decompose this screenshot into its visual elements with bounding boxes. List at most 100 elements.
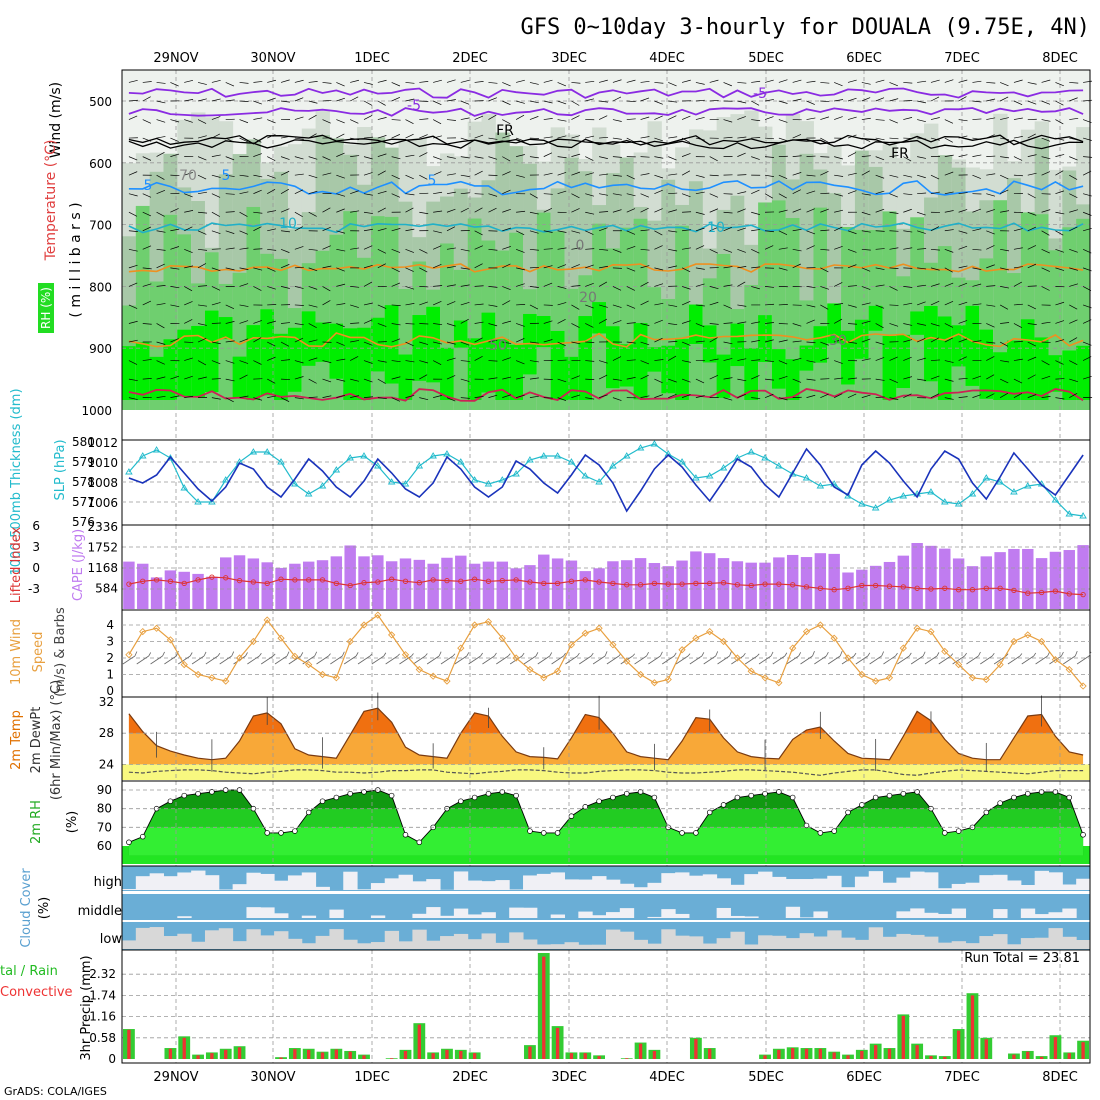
wind-barb — [1013, 323, 1023, 329]
wind-barb — [156, 248, 166, 251]
wind-barb — [267, 228, 277, 232]
thickness-marker — [526, 456, 534, 463]
precip-convective-bar — [279, 1057, 283, 1059]
thickness-marker — [650, 440, 659, 447]
cloud-low-bar — [592, 944, 607, 949]
temp-tick-label: 28 — [99, 726, 114, 740]
rh-bright-column — [453, 320, 469, 348]
wind-barb — [184, 193, 193, 198]
wind-barb — [640, 136, 650, 139]
wind-barb — [917, 174, 926, 179]
rh-bright-column — [122, 346, 137, 400]
wind-barb — [225, 267, 235, 271]
wind-barb — [280, 100, 291, 103]
wind-barb — [999, 174, 1009, 180]
wind10-tick-label: 4 — [106, 618, 114, 632]
ylabel-precip-convective: Convective — [0, 985, 73, 1000]
wind-barb — [917, 323, 927, 326]
wind-barb — [267, 378, 276, 384]
cloud-high-gap — [232, 884, 247, 890]
cloud-low-bar — [951, 941, 967, 949]
wind-barb — [695, 82, 705, 85]
wind-barb — [792, 189, 801, 195]
thickness-marker — [304, 490, 313, 497]
wind10-marker — [235, 654, 244, 662]
surface-wind-barb-flag — [148, 652, 152, 657]
slp-tick-label: 1010 — [87, 456, 118, 470]
wind-barb — [709, 358, 719, 361]
wind-barb — [557, 286, 567, 289]
wind-barb — [197, 360, 207, 366]
rh-bright-column — [1076, 345, 1091, 400]
wind-barb — [681, 79, 691, 83]
wind-barb — [225, 397, 234, 403]
thickness-marker — [180, 484, 189, 491]
cloud-low-bar — [440, 936, 455, 949]
wind-barb — [184, 301, 193, 306]
wind-barb — [1027, 226, 1037, 232]
wind-barb — [737, 304, 747, 307]
thickness-marker — [941, 498, 949, 505]
contour-label: FR — [496, 123, 514, 139]
lifted-index-marker — [153, 577, 160, 583]
wind-barb — [211, 302, 221, 306]
wind-barb — [557, 302, 567, 306]
wind-barb — [502, 82, 511, 87]
wind-barb — [889, 323, 899, 327]
wind-barb — [474, 337, 483, 343]
wind-barb — [419, 192, 429, 195]
wind-barb — [751, 100, 760, 106]
wind-barb — [322, 207, 331, 213]
surface-wind-barb — [426, 655, 440, 665]
wind-barb — [142, 323, 152, 325]
wind-barb — [294, 97, 304, 102]
wind-barb — [267, 119, 276, 124]
lifted-index-marker — [873, 582, 879, 589]
wind-barb — [1027, 133, 1036, 139]
wind-barb — [806, 394, 816, 398]
wind10-marker — [180, 660, 188, 669]
wind-barb — [405, 341, 414, 347]
contour-minus5-upper — [128, 87, 1084, 99]
precip-convective-bar — [569, 1053, 574, 1059]
wind-barb — [446, 191, 456, 195]
rh2m-marker — [872, 794, 879, 801]
rh-bright-column — [509, 344, 524, 400]
cloud-low-bar — [384, 930, 400, 949]
rh2m-marker — [942, 830, 948, 836]
rh-bright-column — [841, 330, 856, 385]
rh2m-marker — [706, 809, 713, 816]
wind-barb — [792, 228, 802, 232]
surface-wind-barb — [731, 655, 744, 665]
surface-wind-barb-flag — [908, 652, 912, 657]
wind-barb — [986, 285, 996, 287]
wind-barb — [668, 173, 678, 176]
rh2m-marker — [1052, 789, 1059, 795]
wind-barb — [184, 226, 193, 232]
wind-barb — [294, 211, 303, 218]
surface-wind-barb — [260, 655, 274, 665]
wind-barb — [640, 395, 650, 398]
cloud-low-bar — [688, 936, 704, 949]
cloud-high-gap — [398, 874, 413, 890]
rh2m-marker — [803, 822, 810, 829]
wind10-marker — [885, 674, 894, 682]
cloud-low-bar — [744, 944, 759, 949]
wind-barb — [806, 360, 816, 363]
surface-wind-barb-flag — [853, 652, 857, 657]
wind-barb — [930, 248, 940, 251]
surface-wind-barb-flag — [701, 652, 705, 657]
wind-barb — [875, 208, 885, 213]
wind-barb — [253, 100, 262, 105]
temp-band-below24 — [122, 764, 1090, 780]
wind-barb — [972, 80, 982, 83]
wind-barb — [225, 321, 235, 324]
run-total-label: Run Total = 23.81 — [964, 951, 1080, 966]
wind-barb — [1055, 378, 1065, 380]
wind-barb — [723, 377, 733, 380]
cloud-low-bar — [1062, 936, 1077, 949]
rh-bright-column — [1007, 340, 1022, 400]
wind-barb — [474, 321, 484, 324]
wind-barb — [1069, 248, 1078, 253]
wind-barb — [460, 100, 470, 105]
